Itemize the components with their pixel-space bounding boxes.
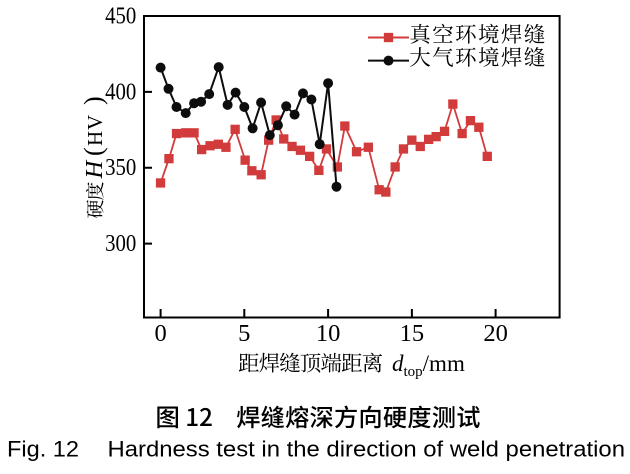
svg-text:): ) bbox=[79, 96, 108, 105]
svg-text:15: 15 bbox=[400, 320, 425, 347]
svg-text:Hardness test in the direction: Hardness test in the direction of weld p… bbox=[108, 437, 626, 462]
svg-text:dtop/mm: dtop/mm bbox=[392, 351, 465, 380]
svg-text:450: 450 bbox=[105, 2, 136, 29]
svg-text:V: V bbox=[83, 115, 107, 130]
svg-text:H: H bbox=[81, 160, 108, 180]
svg-text:Fig. 12: Fig. 12 bbox=[7, 437, 79, 462]
svg-text:300: 300 bbox=[105, 230, 136, 257]
svg-text:350: 350 bbox=[105, 154, 136, 181]
svg-text:10: 10 bbox=[316, 320, 341, 347]
svg-text:H: H bbox=[83, 131, 107, 146]
svg-text:(: ( bbox=[79, 147, 108, 156]
svg-text:400: 400 bbox=[105, 78, 136, 105]
svg-text:0: 0 bbox=[154, 320, 166, 347]
svg-text:20: 20 bbox=[483, 320, 508, 347]
svg-text:5: 5 bbox=[238, 320, 250, 347]
